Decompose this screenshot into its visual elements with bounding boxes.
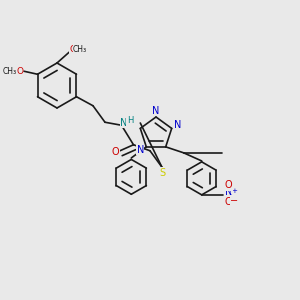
Text: +: + — [232, 188, 237, 194]
Text: −: − — [230, 196, 238, 206]
Text: N: N — [225, 187, 232, 197]
Text: N: N — [174, 120, 182, 130]
Text: H: H — [127, 116, 133, 125]
Text: O: O — [16, 67, 23, 76]
Text: S: S — [159, 168, 165, 178]
Text: O: O — [225, 180, 232, 190]
Text: N: N — [120, 118, 128, 128]
Text: CH₃: CH₃ — [73, 45, 87, 54]
Text: CH₃: CH₃ — [3, 67, 17, 76]
Text: O: O — [225, 197, 232, 207]
Text: N: N — [136, 145, 144, 155]
Text: O: O — [112, 147, 119, 157]
Text: N: N — [152, 106, 160, 116]
Text: O: O — [69, 45, 76, 54]
